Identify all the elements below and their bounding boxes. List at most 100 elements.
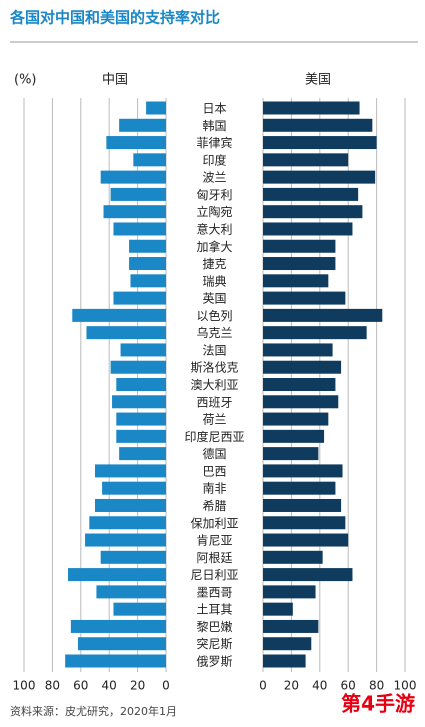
category-label: 保加利亚 bbox=[190, 516, 238, 530]
bar bbox=[100, 550, 166, 564]
bar bbox=[263, 153, 349, 167]
bar bbox=[263, 360, 342, 374]
bar bbox=[119, 118, 166, 132]
bar bbox=[116, 378, 166, 391]
category-label: 墨西哥 bbox=[196, 585, 232, 599]
category-label: 突尼斯 bbox=[196, 636, 232, 651]
category-label: 俄罗斯 bbox=[196, 655, 232, 669]
bar bbox=[86, 326, 166, 340]
category-label: 澳大利亚 bbox=[190, 378, 238, 392]
bar bbox=[263, 498, 342, 512]
bar bbox=[263, 291, 346, 305]
bar bbox=[116, 412, 166, 426]
bar bbox=[77, 637, 166, 651]
bar bbox=[85, 533, 166, 547]
bar bbox=[130, 274, 166, 288]
bar bbox=[263, 516, 346, 530]
bar bbox=[263, 326, 367, 340]
bar bbox=[263, 568, 353, 582]
bar bbox=[129, 257, 166, 271]
category-label: 乌克兰 bbox=[196, 325, 232, 340]
category-label: 黎巴嫩 bbox=[196, 620, 232, 634]
x-tick-label: 0 bbox=[259, 679, 267, 693]
x-tick-label: 20 bbox=[130, 679, 145, 693]
category-label: 瑞典 bbox=[202, 274, 226, 288]
category-label: 捷克 bbox=[202, 257, 226, 271]
unit-label: (%) bbox=[14, 73, 37, 88]
bar bbox=[95, 464, 166, 478]
category-label: 土耳其 bbox=[196, 603, 232, 617]
category-label: 菲律宾 bbox=[196, 135, 232, 150]
bar bbox=[263, 412, 329, 426]
bar bbox=[263, 447, 319, 461]
bar bbox=[102, 481, 166, 495]
bar bbox=[263, 343, 333, 357]
bar bbox=[119, 447, 166, 461]
bar bbox=[263, 637, 312, 651]
x-tick-label: 0 bbox=[162, 679, 170, 693]
category-label: 肯尼亚 bbox=[196, 534, 232, 548]
bar bbox=[116, 429, 166, 443]
bar bbox=[263, 585, 316, 599]
category-label: 加拿大 bbox=[196, 239, 232, 254]
bar bbox=[110, 187, 166, 201]
bar bbox=[120, 343, 166, 357]
x-tick-label: 40 bbox=[312, 679, 327, 693]
bar bbox=[263, 274, 329, 288]
bar bbox=[263, 205, 363, 219]
bar bbox=[70, 619, 166, 633]
x-tick-label: 100 bbox=[13, 679, 36, 693]
category-label: 波兰 bbox=[202, 171, 226, 185]
bar bbox=[263, 378, 336, 391]
category-label: 法国 bbox=[202, 343, 226, 357]
bar bbox=[263, 239, 336, 253]
category-label: 希腊 bbox=[202, 498, 226, 513]
bar bbox=[113, 291, 166, 305]
category-label: 立陶宛 bbox=[196, 204, 232, 219]
bar bbox=[110, 360, 166, 374]
category-label: 日本 bbox=[202, 102, 226, 116]
bar bbox=[263, 533, 349, 547]
x-tick-label: 80 bbox=[45, 679, 60, 693]
category-label: 意大利 bbox=[196, 221, 232, 236]
category-label: 匈牙利 bbox=[196, 188, 232, 202]
bar bbox=[100, 170, 166, 184]
bar bbox=[113, 602, 166, 616]
bar bbox=[263, 619, 319, 633]
category-label: 英国 bbox=[202, 292, 226, 306]
bar bbox=[263, 170, 376, 184]
category-label: 南非 bbox=[202, 481, 226, 496]
category-label: 西班牙 bbox=[196, 395, 232, 409]
bar bbox=[263, 222, 353, 236]
bar bbox=[103, 205, 166, 219]
bar bbox=[263, 429, 325, 443]
category-label: 印度 bbox=[202, 152, 226, 167]
bar bbox=[263, 464, 343, 478]
category-label: 阿根廷 bbox=[196, 551, 232, 565]
legend-label: 中国 bbox=[102, 73, 128, 88]
bar bbox=[95, 498, 166, 512]
bar bbox=[263, 481, 336, 495]
bar bbox=[263, 187, 359, 201]
bar bbox=[96, 585, 166, 599]
bar bbox=[263, 136, 377, 150]
x-tick-label: 60 bbox=[341, 679, 356, 693]
bar bbox=[113, 222, 166, 236]
bar bbox=[263, 550, 323, 564]
source-note: 资料来源：皮尤研究，2020年1月 bbox=[10, 704, 177, 718]
bar bbox=[263, 602, 293, 616]
bar bbox=[263, 308, 383, 322]
category-label: 尼日利亚 bbox=[190, 568, 238, 582]
bar bbox=[129, 239, 166, 253]
watermark: 第4手游 bbox=[341, 692, 415, 716]
category-label: 巴西 bbox=[202, 464, 226, 478]
bar bbox=[72, 308, 166, 322]
bar bbox=[89, 516, 166, 530]
bar bbox=[106, 136, 166, 150]
x-tick-label: 60 bbox=[73, 679, 88, 693]
category-label: 斯洛伐克 bbox=[190, 360, 238, 375]
bar bbox=[65, 654, 166, 668]
category-label: 印度尼西亚 bbox=[184, 429, 244, 444]
bar bbox=[263, 654, 306, 668]
